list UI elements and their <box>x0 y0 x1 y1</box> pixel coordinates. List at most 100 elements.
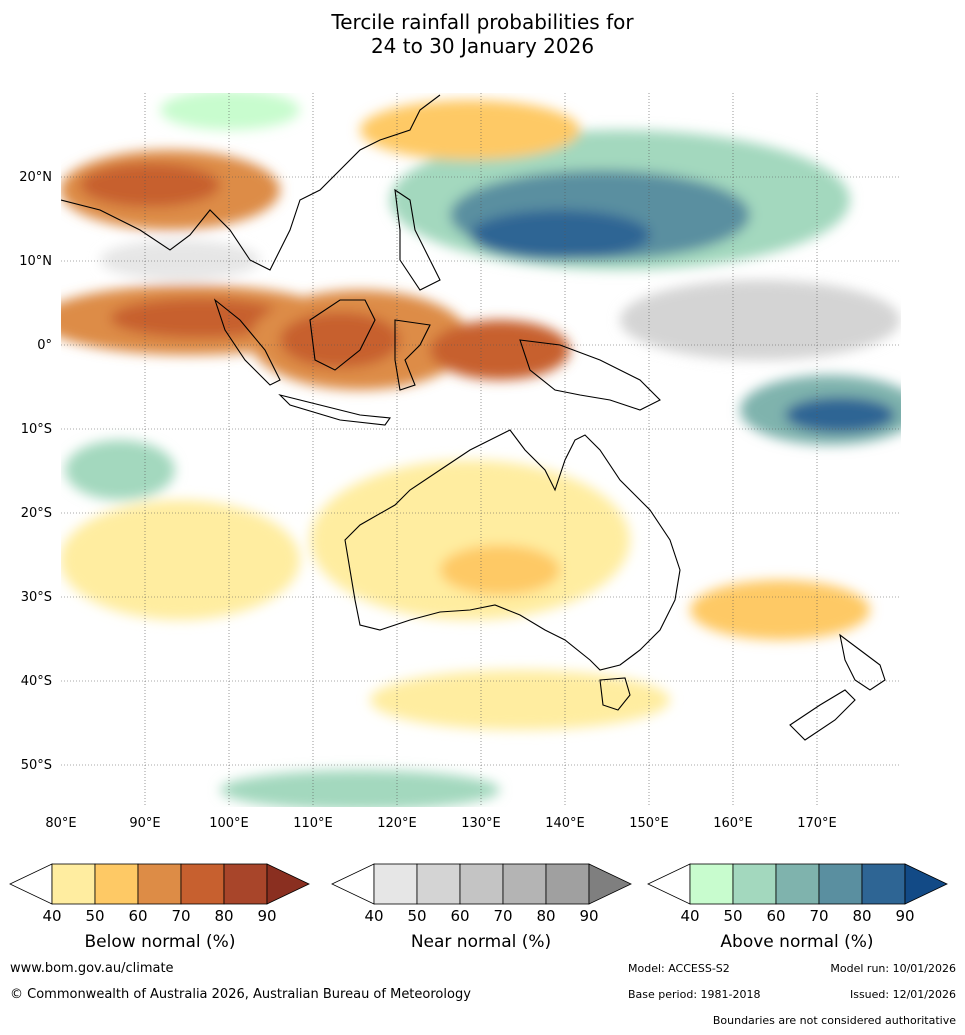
above-normal-south-pacific-core <box>785 397 895 433</box>
colorbar-tick-label: 60 <box>450 907 469 925</box>
longitude-label: 100°E <box>209 816 249 831</box>
colorbar-tick-label: 70 <box>171 907 190 925</box>
latitude-label: 0° <box>37 338 52 353</box>
longitude-label: 80°E <box>45 816 76 831</box>
colorbar-3: 40 50 60 70 80 90 <box>647 863 948 925</box>
model-name: Model: ACCESS-S2 <box>628 962 730 975</box>
title-line-1: Tercile rainfall probabilities for <box>331 10 634 34</box>
near-normal-equatorial-pacific <box>620 280 900 360</box>
title-line-2: 24 to 30 January 2026 <box>370 34 595 58</box>
colorbar-segment <box>51 863 96 905</box>
colorbar-tick-label: 70 <box>493 907 512 925</box>
below-normal-equatorial-core <box>110 298 290 338</box>
colorbar-tick-label: 40 <box>364 907 383 925</box>
below-normal-southern-australia <box>370 670 670 730</box>
colorbar-segment <box>545 863 590 905</box>
below-normal-central-australia <box>440 545 560 595</box>
colorbar-tick-label: 50 <box>85 907 104 925</box>
borneo-coastline <box>309 299 376 371</box>
colorbar-1: 40 50 60 70 80 90 <box>9 863 310 925</box>
above-normal-colorbar-label: Above normal (%) <box>720 932 874 952</box>
coastlines <box>61 94 886 741</box>
colorbar-tick-label: 90 <box>895 907 914 925</box>
longitude-label: 110°E <box>293 816 333 831</box>
colorbar-tick-label: 60 <box>766 907 785 925</box>
colorbar-segment <box>459 863 504 905</box>
colorbar-segment <box>373 863 418 905</box>
colorbar-tick-label: 50 <box>723 907 742 925</box>
issued-date: Issued: 12/01/2026 <box>849 988 956 1001</box>
longitude-label: 120°E <box>377 816 417 831</box>
colorbar-segment <box>180 863 225 905</box>
map-area <box>61 93 901 807</box>
colorbar-segment <box>416 863 461 905</box>
longitude-labels: 80°E 90°E 100°E 110°E 120°E 130°E 140°E 150°E 16… <box>45 816 836 831</box>
colorbar-upper-extension <box>266 863 310 905</box>
below-normal-tasman-sea <box>690 580 870 640</box>
copyright-notice: © Commonwealth of Australia 2026, Austra… <box>10 987 471 1002</box>
website-link[interactable]: www.bom.gov.au/climate <box>10 961 174 976</box>
below-normal-australia <box>310 460 630 620</box>
longitude-label: 150°E <box>629 816 669 831</box>
sumatra-coastline <box>213 298 281 386</box>
latitude-labels: 20°N 10°N 0° 10°S 20°S 30°S 40°S 50°S <box>19 170 52 773</box>
latitude-label: 10°N <box>19 254 52 269</box>
above-normal-tibet <box>160 93 300 130</box>
colorbar-segment <box>137 863 182 905</box>
asia-coastline <box>61 94 441 271</box>
above-normal-peak-north-pacific <box>470 210 650 260</box>
latitude-label: 20°N <box>19 170 52 185</box>
latitude-label: 50°S <box>21 758 52 773</box>
below-normal-southern-indian-ocean <box>61 500 300 620</box>
longitude-label: 140°E <box>545 816 585 831</box>
below-normal-indochina-core <box>80 163 220 207</box>
longitude-label: 170°E <box>797 816 837 831</box>
latitude-label: 30°S <box>21 590 52 605</box>
colorbar-tick-label: 80 <box>536 907 555 925</box>
colorbar-segment <box>689 863 734 905</box>
latitude-label: 40°S <box>21 674 52 689</box>
colorbar-segment <box>861 863 906 905</box>
probability-shading <box>61 93 901 807</box>
new-guinea-coastline <box>519 339 661 411</box>
colorbar-tick-label: 80 <box>852 907 871 925</box>
model-run-date: Model run: 10/01/2026 <box>830 962 956 975</box>
map-title: Tercile rainfall probabilities for 24 to… <box>0 10 965 58</box>
colorbar-2: 40 50 60 70 80 90 <box>331 863 632 925</box>
base-period: Base period: 1981-2018 <box>628 988 761 1001</box>
below-normal-new-guinea <box>430 320 570 380</box>
new-zealand-south-coastline <box>789 689 856 741</box>
gridlines <box>61 93 901 807</box>
colorbar-upper-extension <box>904 863 948 905</box>
colorbar-tick-label: 70 <box>809 907 828 925</box>
colorbar-segment <box>818 863 863 905</box>
colorbar-segment <box>502 863 547 905</box>
latitude-label: 20°S <box>21 506 52 521</box>
longitude-label: 130°E <box>461 816 501 831</box>
tasmania-coastline <box>599 677 631 711</box>
above-normal-southern-ocean <box>220 770 500 807</box>
near-normal-colorbar-label: Near normal (%) <box>410 932 552 952</box>
colorbar-tick-label: 80 <box>214 907 233 925</box>
colorbar-upper-extension <box>588 863 632 905</box>
below-normal-east-china-sea <box>360 100 580 160</box>
philippines-coastline <box>394 188 441 291</box>
near-normal-bay-of-bengal <box>100 240 260 280</box>
colorbar-lower-extension <box>647 863 691 905</box>
colorbar-tick-label: 90 <box>579 907 598 925</box>
above-normal-indian-ocean <box>65 440 175 500</box>
colorbar-tick-label: 40 <box>680 907 699 925</box>
colorbar-tick-label: 90 <box>257 907 276 925</box>
below-normal-borneo <box>280 312 400 368</box>
colorbar-tick-label: 40 <box>42 907 61 925</box>
australia-coastline <box>344 429 681 671</box>
sulawesi-coastline <box>394 319 431 391</box>
colorbar-segment <box>94 863 139 905</box>
colorbars: 40 50 60 70 80 90 40 50 60 70 80 90 40 50 60 70 80 90 <box>9 863 948 925</box>
colorbar-tick-label: 60 <box>128 907 147 925</box>
new-zealand-north-coastline <box>839 633 886 691</box>
below-normal-colorbar-label: Below normal (%) <box>84 932 236 952</box>
java-coastline <box>278 393 391 426</box>
boundaries-disclaimer: Boundaries are not considered authoritat… <box>712 1014 956 1027</box>
